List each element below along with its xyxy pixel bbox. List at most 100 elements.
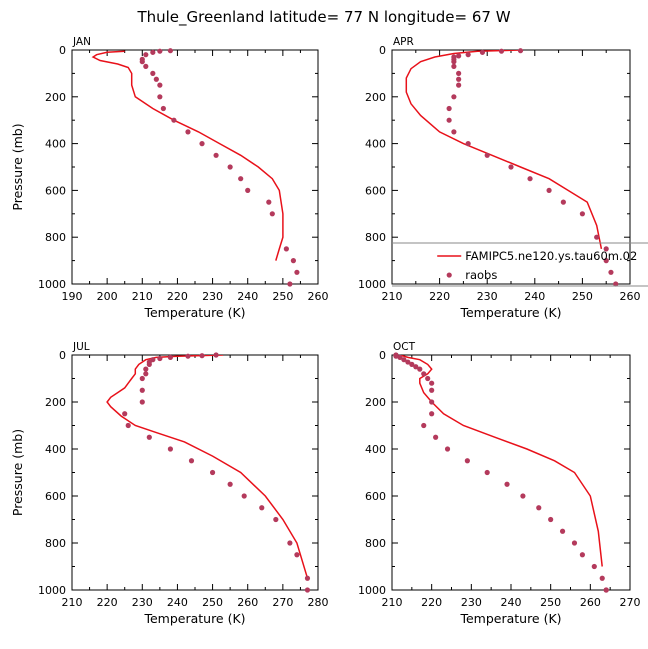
- x-tick-label: 190: [62, 290, 83, 303]
- y-tick-label: 1000: [38, 584, 66, 597]
- raobs-point: [546, 187, 552, 193]
- plot-frame: [71, 49, 319, 285]
- raobs-point: [157, 94, 163, 100]
- raobs-point: [451, 94, 457, 100]
- raobs-point: [139, 399, 145, 405]
- raobs-point: [199, 353, 205, 359]
- raobs-point: [508, 164, 514, 170]
- x-tick-label: 220: [97, 596, 118, 609]
- y-tick-label: 400: [45, 443, 66, 456]
- raobs-point: [579, 552, 586, 558]
- raobs-point: [429, 380, 435, 386]
- y-tick-label: 1000: [358, 278, 386, 291]
- raobs-point: [456, 76, 462, 82]
- raobs-point: [425, 375, 431, 382]
- raobs-point: [421, 371, 427, 377]
- x-tick-label: 210: [132, 290, 153, 303]
- raobs-point: [143, 366, 149, 372]
- x-tick-label: 210: [382, 596, 403, 609]
- x-tick-label: 230: [132, 596, 153, 609]
- x-tick-label: 220: [429, 290, 450, 303]
- raobs-point: [464, 458, 470, 464]
- raobs-point: [413, 364, 419, 370]
- raobs-point: [167, 354, 173, 360]
- raobs-point: [579, 211, 586, 217]
- raobs-point: [517, 48, 524, 54]
- raobs-point: [405, 359, 411, 365]
- raobs-point: [227, 481, 233, 487]
- legend-point-swatch: [446, 272, 452, 278]
- y-tick-label: 400: [45, 138, 66, 151]
- x-axis-label: Temperature (K): [459, 305, 561, 320]
- raobs-point: [397, 354, 403, 360]
- raobs-point: [603, 587, 609, 593]
- raobs-point: [171, 117, 177, 123]
- x-tick-label: 260: [308, 290, 329, 303]
- x-tick-label: 240: [501, 596, 522, 609]
- y-tick-label: 800: [45, 231, 66, 244]
- raobs-point: [125, 422, 131, 429]
- raobs-point: [185, 129, 191, 135]
- y-tick-label: 600: [365, 184, 386, 197]
- raobs-point: [504, 481, 510, 487]
- y-tick-label: 400: [365, 138, 386, 151]
- raobs-point: [520, 493, 526, 499]
- x-tick-label: 250: [202, 596, 223, 609]
- raobs-point: [185, 353, 191, 359]
- raobs-point: [456, 82, 462, 88]
- raobs-point: [213, 152, 219, 158]
- raobs-point: [167, 446, 173, 452]
- raobs-point: [304, 575, 311, 581]
- x-tick-label: 280: [308, 596, 329, 609]
- raobs-point: [479, 49, 486, 55]
- panel-jul: 210 220 230 240 250 260 270 280 0 200 400 600 800 100…: [10, 341, 329, 626]
- y-tick-label: 0: [379, 44, 386, 57]
- raobs-point: [429, 411, 435, 417]
- model-profile-line: [399, 355, 603, 567]
- raobs-point: [560, 199, 566, 205]
- panel-oct: 210 220 230 240 250 260 270 0 200 400 600 800 1000 OC…: [358, 341, 641, 626]
- raobs-point: [446, 105, 452, 112]
- raobs-point: [451, 63, 457, 69]
- plot-frame: [71, 354, 319, 591]
- raobs-point: [465, 52, 471, 58]
- x-tick-label: 210: [62, 596, 83, 609]
- model-profile-line: [106, 355, 309, 579]
- raobs-point: [304, 587, 311, 593]
- raobs-point: [259, 505, 265, 511]
- raobs-point: [245, 187, 251, 193]
- x-tick-label: 230: [461, 596, 482, 609]
- raobs-point: [409, 361, 415, 367]
- raobs-point: [209, 469, 216, 476]
- x-tick-label: 230: [202, 290, 223, 303]
- raobs-point: [484, 152, 490, 158]
- raobs-point: [157, 82, 163, 88]
- raobs-point: [199, 141, 205, 147]
- y-tick-label: 800: [365, 231, 386, 244]
- y-tick-label: 0: [59, 44, 66, 57]
- y-tick-label: 800: [365, 537, 386, 550]
- legend-entry-raobs: raobs: [465, 268, 497, 282]
- raobs-point: [227, 164, 233, 170]
- y-tick-label: 600: [45, 184, 66, 197]
- raobs-point: [417, 366, 423, 372]
- raobs-point: [527, 176, 533, 182]
- x-tick-label: 230: [477, 290, 498, 303]
- plot-frame: [391, 354, 631, 591]
- raobs-point: [294, 552, 300, 558]
- raobs-point: [153, 76, 159, 82]
- raobs-point: [451, 129, 457, 135]
- y-tick-label: 600: [365, 490, 386, 503]
- raobs-point: [571, 540, 578, 546]
- x-axis-label: Temperature (K): [143, 305, 245, 320]
- raobs-point: [273, 516, 279, 523]
- y-tick-label: 200: [365, 91, 386, 104]
- raobs-point: [139, 387, 145, 393]
- figure-title: Thule_Greenland latitude= 77 N longitude…: [136, 8, 510, 27]
- x-tick-label: 270: [620, 596, 641, 609]
- x-tick-label: 250: [572, 290, 593, 303]
- x-axis-label: Temperature (K): [459, 611, 561, 626]
- raobs-point: [548, 516, 554, 523]
- raobs-point: [150, 70, 156, 76]
- raobs-point: [157, 48, 163, 54]
